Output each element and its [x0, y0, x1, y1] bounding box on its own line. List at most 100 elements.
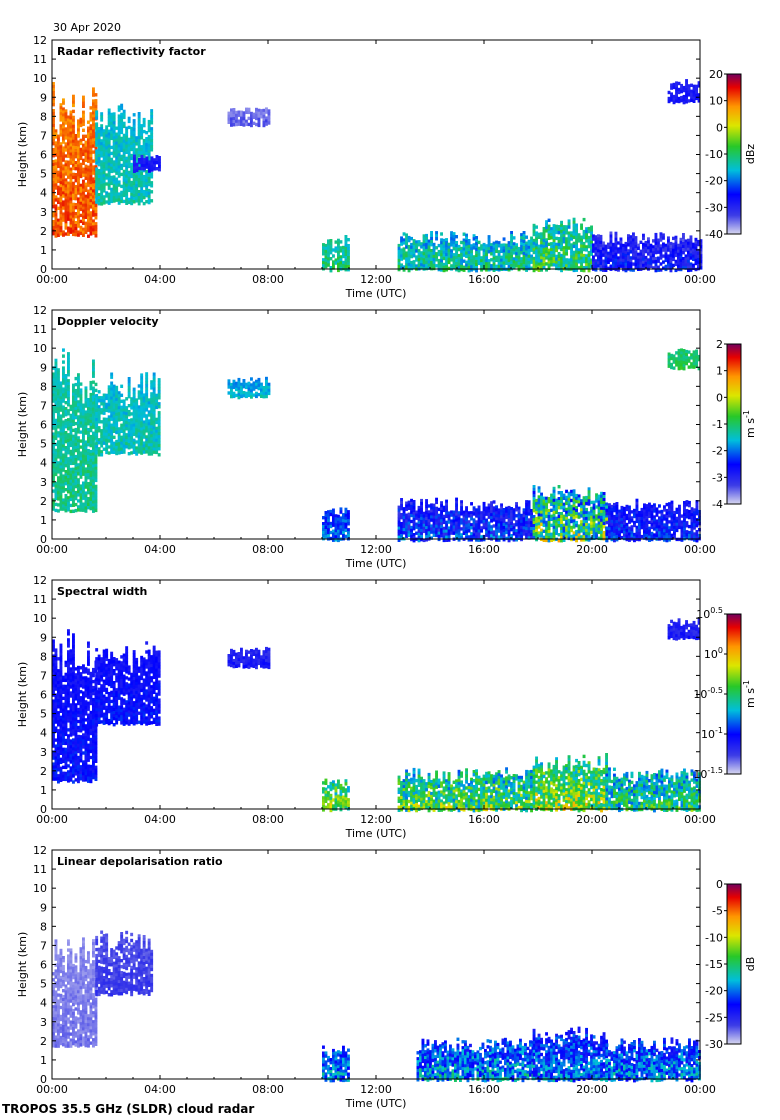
- echo-cell: [685, 79, 688, 83]
- echo-cell: [97, 160, 101, 164]
- echo-cell: [59, 444, 63, 448]
- echo-cell: [72, 163, 75, 168]
- echo-cell: [427, 504, 431, 508]
- echo-cell: [72, 428, 75, 432]
- echo-cell: [582, 244, 586, 249]
- echo-cell: [117, 120, 121, 124]
- echo-cell: [490, 513, 493, 517]
- echo-cell: [624, 247, 628, 252]
- echo-cell: [267, 388, 271, 393]
- echo-cell: [133, 163, 136, 167]
- echo-cell: [79, 201, 83, 206]
- echo-cell: [79, 493, 83, 497]
- echo-cell: [72, 121, 75, 126]
- echo-cell: [52, 100, 55, 104]
- echo-cell: [102, 186, 106, 190]
- echo-cell: [52, 459, 55, 463]
- echo-cell: [120, 423, 124, 427]
- echo-cell: [150, 392, 154, 396]
- echo-cell: [674, 253, 678, 258]
- echo-cell: [475, 269, 478, 273]
- echo-cell: [102, 423, 106, 427]
- echo-cell: [107, 424, 111, 428]
- echo-cell: [652, 257, 655, 261]
- echo-cell: [74, 388, 78, 393]
- echo-cell: [120, 417, 124, 421]
- echo-cell: [420, 516, 423, 521]
- echo-cell: [137, 408, 141, 412]
- echo-cell: [92, 204, 95, 208]
- echo-cell: [132, 134, 136, 138]
- echo-cell: [115, 180, 119, 184]
- echo-cell: [452, 247, 456, 251]
- echo-cell: [692, 84, 696, 88]
- echo-cell: [257, 114, 261, 119]
- echo-cell: [410, 242, 413, 247]
- echo-cell: [507, 262, 511, 266]
- echo-cell: [89, 491, 93, 496]
- echo-cell: [89, 142, 93, 146]
- echo-cell: [152, 432, 156, 436]
- echo-cell: [632, 241, 635, 245]
- echo-cell: [465, 527, 468, 531]
- echo-cell: [79, 502, 83, 506]
- echo-cell: [232, 123, 236, 127]
- echo-cell: [232, 117, 236, 121]
- echo-cell: [147, 425, 151, 429]
- echo-cell: [140, 127, 144, 131]
- echo-cell: [497, 508, 501, 512]
- echo-cell: [115, 451, 119, 456]
- echo-cell: [510, 255, 513, 259]
- echo-cell: [67, 367, 70, 371]
- echo-cell: [57, 221, 60, 225]
- echo-cell: [135, 434, 139, 438]
- echo-cell: [67, 364, 70, 368]
- echo-cell: [62, 411, 65, 415]
- echo-cell: [562, 237, 566, 241]
- echo-cell: [95, 182, 99, 186]
- echo-cell: [74, 430, 78, 435]
- echo-cell: [425, 538, 428, 542]
- echo-cell: [674, 238, 678, 243]
- echo-cell: [89, 455, 93, 460]
- colorbar-band: [727, 100, 741, 102]
- echo-cell: [475, 520, 478, 524]
- echo-cell: [677, 258, 680, 263]
- echo-cell: [407, 253, 411, 258]
- echo-cell: [59, 196, 63, 200]
- echo-cell: [252, 112, 256, 116]
- echo-cell: [532, 226, 536, 231]
- echo-cell: [440, 262, 443, 266]
- echo-cell: [324, 523, 328, 527]
- echo-cell: [425, 505, 428, 509]
- echo-cell: [62, 155, 65, 159]
- echo-cell: [497, 268, 501, 272]
- echo-cell: [142, 393, 146, 397]
- echo-cell: [420, 507, 423, 512]
- echo-cell: [227, 391, 231, 395]
- echo-cell: [649, 261, 653, 266]
- echo-cell: [492, 265, 496, 269]
- echo-cell: [74, 140, 78, 144]
- echo-cell: [57, 170, 60, 174]
- echo-cell: [54, 376, 58, 381]
- echo-cell: [495, 249, 498, 253]
- echo-cell: [482, 257, 486, 262]
- echo-cell: [540, 244, 543, 248]
- echo-cell: [525, 527, 528, 531]
- echo-cell: [687, 259, 690, 264]
- echo-cell: [84, 416, 88, 420]
- echo-cell: [62, 474, 65, 478]
- echo-cell: [57, 158, 60, 162]
- echo-cell: [140, 145, 144, 149]
- echo-cell: [587, 238, 591, 243]
- echo-cell: [125, 144, 129, 148]
- echo-cell: [522, 246, 526, 250]
- echo-cell: [62, 432, 65, 436]
- echo-cell: [442, 520, 446, 525]
- echo-cell: [62, 152, 65, 156]
- echo-cell: [145, 194, 149, 198]
- echo-cell: [52, 190, 55, 194]
- echo-cell: [462, 244, 466, 248]
- echo-cell: [59, 199, 63, 203]
